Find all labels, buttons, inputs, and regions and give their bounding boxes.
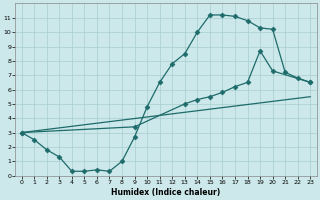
X-axis label: Humidex (Indice chaleur): Humidex (Indice chaleur) [111,188,220,197]
